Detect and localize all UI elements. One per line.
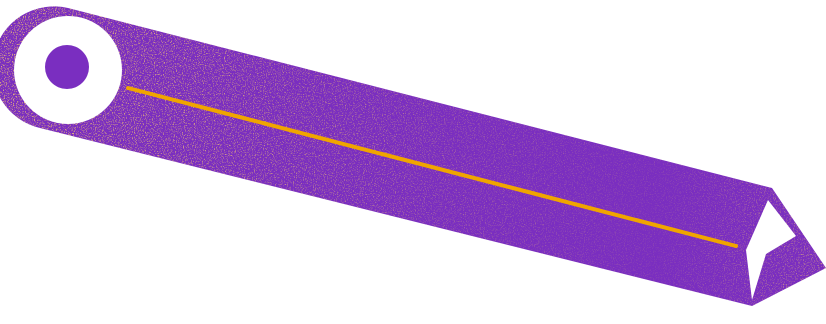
pencil-end-core: [45, 45, 89, 89]
pencil-illustration: [0, 0, 826, 324]
page: [0, 0, 826, 324]
